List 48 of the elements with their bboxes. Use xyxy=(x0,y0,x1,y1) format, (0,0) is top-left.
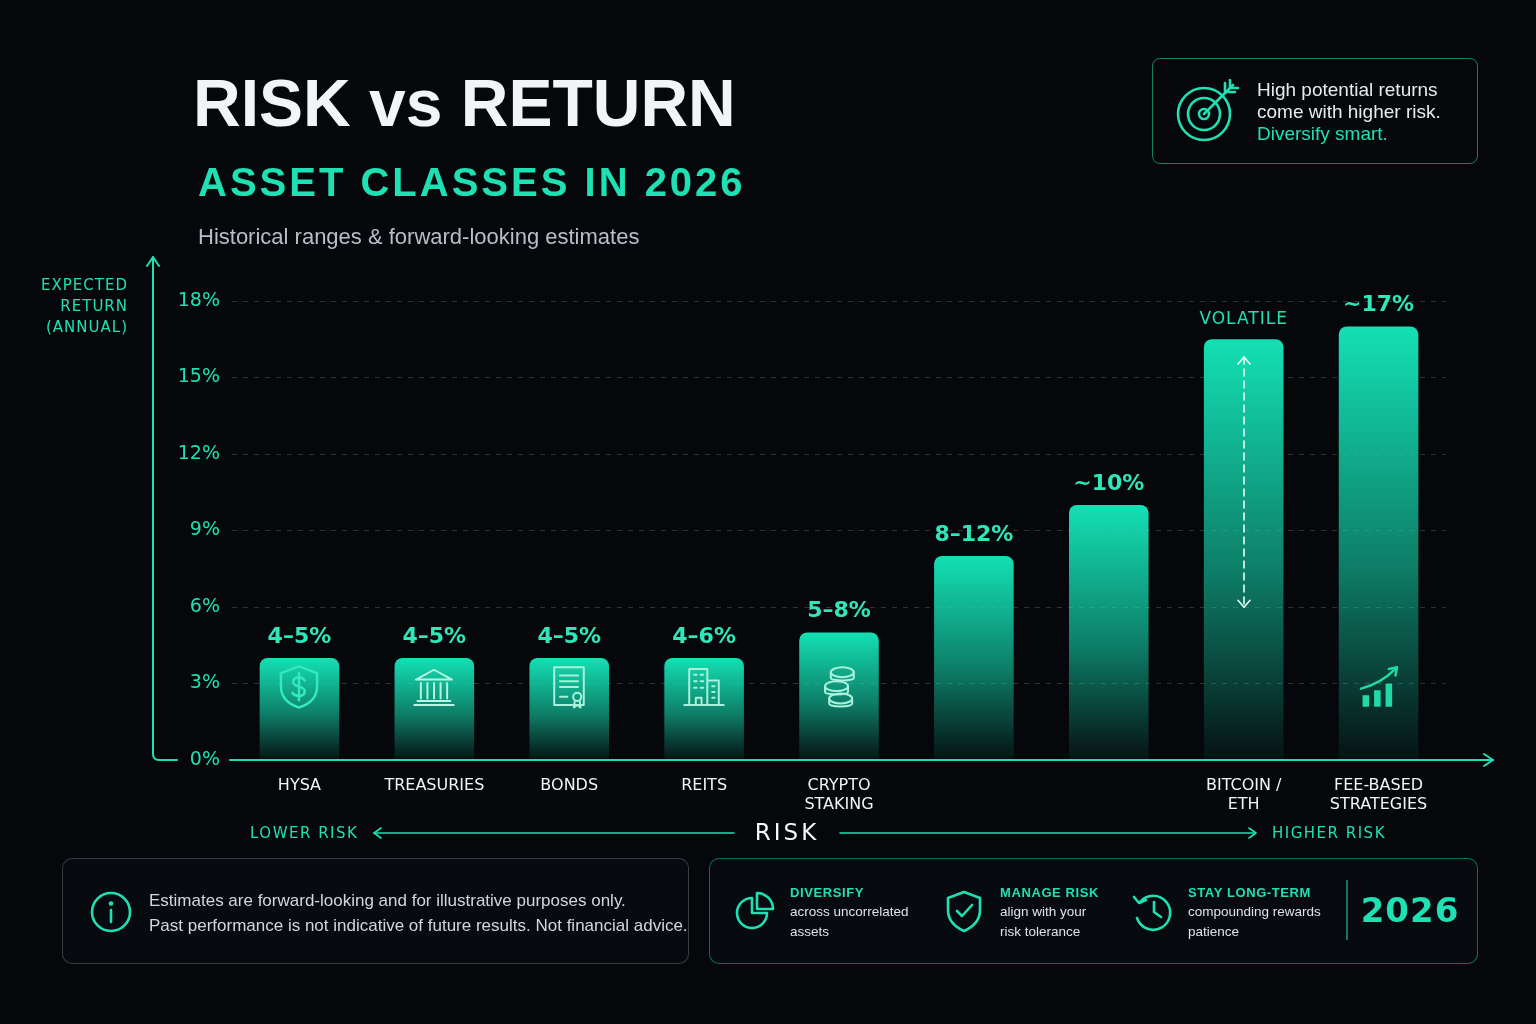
text: HIGHER RISK xyxy=(1272,824,1386,842)
data-label: 5–8% xyxy=(807,597,871,623)
data-label: 4–5% xyxy=(267,622,332,648)
x-tick-label: REITS xyxy=(681,774,728,794)
text: across uncorrelated assets xyxy=(790,903,910,941)
data-label: 4–5% xyxy=(537,622,602,648)
x-tick-label: FEE-BASED STRATEGIES xyxy=(1329,774,1428,813)
data-label: 4–5% xyxy=(402,622,467,648)
x-axis-title: RISK xyxy=(753,819,821,845)
bar xyxy=(259,658,340,760)
x-tick-label: TREASURIES xyxy=(383,774,485,794)
data-label: ~10% xyxy=(1073,469,1145,495)
bar xyxy=(529,658,610,760)
text: 2026 xyxy=(1359,890,1461,930)
x-tick-label: CRYPTO STAKING xyxy=(804,774,874,813)
text: Historical ranges & forward-looking estimates xyxy=(198,224,640,250)
bar xyxy=(394,658,475,760)
text: align with your risk tolerance xyxy=(1000,903,1088,941)
y-tick-label: 0% xyxy=(189,746,220,769)
y-tick-label: 15% xyxy=(177,364,220,387)
bar xyxy=(934,556,1014,760)
y-tick-label: 12% xyxy=(177,440,220,463)
data-label: ~17% xyxy=(1343,291,1415,317)
bar xyxy=(664,658,744,760)
bar xyxy=(1068,505,1149,760)
x-tick-label: HYSA xyxy=(277,774,322,794)
y-tick-label: 3% xyxy=(189,670,220,693)
annotation: VOLATILE xyxy=(1198,307,1289,330)
text: compounding rewards patience xyxy=(1188,903,1322,941)
chart-subtitle: ASSET CLASSES IN 2026 xyxy=(198,160,746,204)
x-tick-label: BONDS xyxy=(540,774,599,794)
bar xyxy=(799,632,879,760)
bar xyxy=(1338,326,1419,760)
disclaimer-box: Estimates are forward-looking and for illustrative purposes only. Past performance is not indicative of future results. Not financial advice. xyxy=(62,858,689,964)
y-tick-label: 9% xyxy=(189,517,220,540)
text: LOWER RISK xyxy=(250,824,359,842)
data-label: 4–6% xyxy=(672,622,736,648)
y-axis-title: EXPECTED RETURN (ANNUAL) xyxy=(40,275,128,338)
y-tick-label: 18% xyxy=(177,287,220,310)
text: MANAGE RISK xyxy=(1000,884,1101,902)
text: STAY LONG-TERM xyxy=(1188,884,1312,902)
bar xyxy=(1203,339,1284,760)
x-tick-label: BITCOIN / ETH xyxy=(1205,774,1282,813)
callout-box: High potential returns come with higher risk. Diversify smart. xyxy=(1152,58,1478,164)
y-tick-label: 6% xyxy=(189,593,220,616)
data-label: 8–12% xyxy=(934,520,1014,546)
text: DIVERSIFY xyxy=(790,884,866,902)
chart-title: RISK vs RETURN xyxy=(193,66,736,140)
